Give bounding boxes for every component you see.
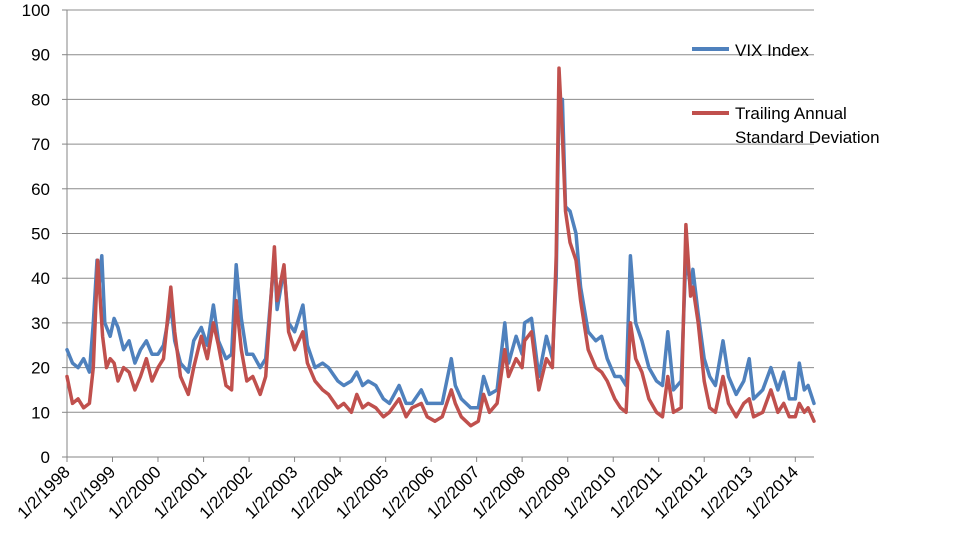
- y-axis-ticks: 0 10 20 30 40 50 60 70 80 90 100: [22, 1, 50, 467]
- series-layer: [65, 66, 816, 428]
- y-tick-label: 10: [31, 403, 50, 422]
- y-tick-label: 50: [31, 225, 50, 244]
- y-tick-label: 90: [31, 46, 50, 65]
- legend: VIX Index Trailing Annual Standard Deviati…: [692, 41, 880, 147]
- legend-label: VIX Index: [735, 41, 809, 60]
- y-tick-label: 40: [31, 269, 50, 288]
- series-line-trailing-std-dev: [65, 66, 816, 428]
- y-tick-label: 100: [22, 1, 50, 20]
- y-tick-label: 70: [31, 135, 50, 154]
- y-tick-label: 60: [31, 180, 50, 199]
- legend-label: Trailing Annual Standard Deviation: [735, 104, 880, 147]
- y-tick-label: 80: [31, 90, 50, 109]
- y-tick-label: 0: [41, 448, 50, 467]
- y-tick-label: 30: [31, 314, 50, 333]
- y-tick-label: 20: [31, 359, 50, 378]
- gridlines: [62, 9, 814, 462]
- x-axis-ticks: 1/2/19981/2/19991/2/20001/2/20011/2/2002…: [14, 462, 803, 522]
